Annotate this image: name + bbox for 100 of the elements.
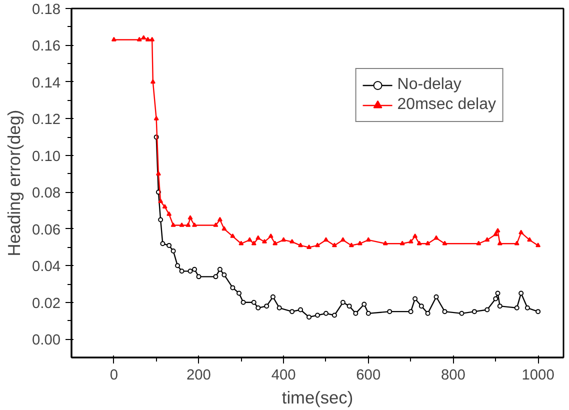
point	[425, 240, 430, 246]
x-tick-label: 0	[110, 368, 118, 384]
point	[495, 290, 500, 296]
y-tick-label: 0.06	[32, 222, 61, 238]
point	[150, 79, 156, 84]
point	[150, 36, 155, 42]
point	[484, 237, 490, 242]
point	[158, 217, 164, 222]
point	[497, 304, 502, 309]
point	[170, 222, 176, 227]
point	[162, 204, 168, 209]
point	[518, 290, 524, 296]
point	[179, 222, 184, 227]
point	[332, 312, 337, 318]
point	[357, 240, 362, 246]
point	[136, 36, 142, 42]
point	[387, 309, 392, 314]
point	[514, 240, 520, 246]
point	[251, 300, 256, 305]
point	[366, 310, 371, 316]
y-tick-label: 0.00	[32, 332, 61, 349]
point	[408, 238, 414, 244]
x-tick-label: 400	[271, 368, 296, 384]
x-tick-label: 200	[186, 368, 211, 384]
point	[459, 310, 464, 316]
point	[493, 296, 498, 302]
point	[400, 240, 405, 246]
point	[353, 310, 358, 316]
point	[484, 307, 490, 312]
legend-label: No-delay	[397, 76, 462, 94]
point	[366, 237, 371, 242]
point	[340, 237, 346, 242]
point	[268, 233, 274, 238]
point	[276, 305, 282, 310]
point	[281, 237, 286, 242]
y-tick-label: 0.12	[32, 112, 61, 128]
y-tick-label: 0.02	[32, 296, 61, 312]
x-tick-label: 600	[356, 368, 381, 384]
point	[264, 304, 270, 309]
point	[238, 240, 244, 246]
point	[156, 171, 161, 176]
point	[230, 285, 236, 290]
point	[536, 242, 541, 248]
point	[290, 238, 295, 244]
point	[472, 309, 477, 314]
point	[145, 36, 150, 42]
point	[160, 241, 166, 246]
y-tick-label: 0.16	[32, 38, 61, 55]
point	[315, 312, 320, 318]
point	[514, 305, 520, 310]
point	[408, 309, 414, 314]
point	[495, 228, 500, 232]
point	[416, 240, 422, 246]
point	[536, 309, 541, 314]
point	[412, 233, 418, 238]
point	[290, 309, 295, 314]
point	[217, 216, 222, 222]
point	[382, 240, 388, 246]
point	[188, 215, 193, 220]
y-axis-title: Heading error(deg)	[4, 110, 24, 256]
point	[179, 268, 184, 274]
point	[251, 240, 256, 246]
point	[213, 274, 218, 280]
point	[158, 198, 164, 204]
point	[306, 244, 312, 249]
point	[272, 240, 278, 246]
point	[247, 237, 252, 242]
point	[170, 248, 176, 254]
point	[298, 307, 304, 312]
point	[346, 304, 352, 309]
point	[524, 305, 530, 310]
point	[222, 272, 227, 278]
y-tick-label: 0.08	[32, 186, 61, 202]
point	[111, 36, 116, 42]
point	[192, 266, 197, 272]
point	[192, 222, 197, 227]
point	[262, 238, 267, 244]
x-tick-label: 800	[440, 368, 466, 384]
point	[196, 274, 202, 280]
point	[412, 296, 418, 302]
point	[442, 309, 448, 314]
point	[256, 305, 261, 310]
point	[166, 242, 172, 248]
y-tick-label: 0.18	[32, 2, 61, 18]
point	[236, 290, 242, 296]
point	[188, 268, 193, 274]
point	[213, 222, 218, 227]
point	[497, 240, 502, 246]
point	[222, 226, 227, 231]
x-tick-label: 1000	[522, 368, 554, 384]
point	[425, 310, 430, 316]
point	[518, 230, 524, 234]
point	[154, 116, 159, 120]
point	[348, 242, 354, 248]
point	[323, 310, 328, 316]
point	[175, 263, 180, 268]
point	[217, 266, 222, 272]
y-tick-label: 0.04	[32, 259, 61, 276]
x-axis-title: time(sec)	[282, 388, 354, 408]
point	[166, 211, 172, 216]
